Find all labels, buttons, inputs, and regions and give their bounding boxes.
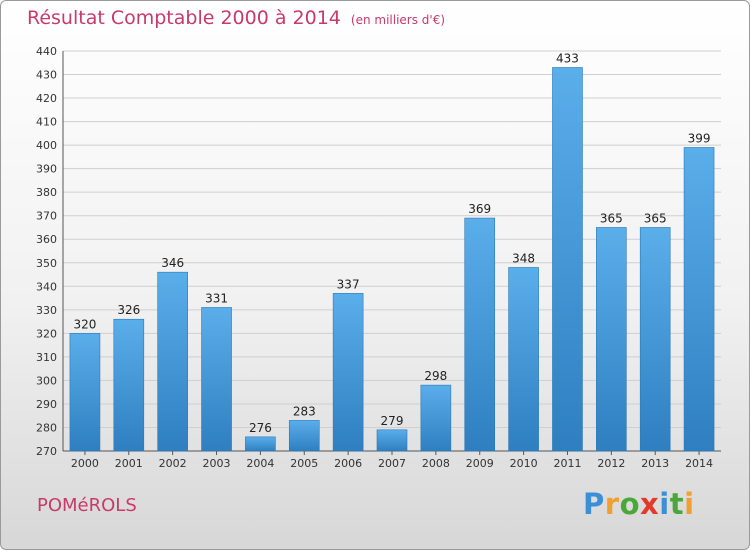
x-tick-label: 2007 [378, 457, 406, 470]
logo-letter: i [684, 487, 695, 521]
data-label: 276 [249, 421, 272, 435]
bar [201, 307, 232, 452]
logo-letter: x [640, 487, 660, 521]
bar [464, 217, 496, 452]
y-tick-label: 300 [36, 374, 57, 387]
title-text: Résultat Comptable 2000 à 2014 [27, 7, 341, 29]
y-tick-label: 410 [36, 116, 57, 129]
y-tick-label: 270 [36, 445, 57, 458]
x-tick-label: 2012 [597, 457, 625, 470]
bar [113, 318, 145, 452]
y-tick-label: 430 [36, 69, 57, 82]
x-tick-label: 2004 [246, 457, 274, 470]
y-tick-label: 350 [36, 257, 57, 270]
logo-letter: r [604, 487, 620, 521]
data-label: 348 [512, 251, 535, 265]
bar [639, 227, 671, 452]
x-tick-label: 2013 [641, 457, 669, 470]
y-tick-label: 330 [36, 304, 57, 317]
y-tick-label: 400 [36, 139, 57, 152]
y-tick-label: 280 [36, 421, 57, 434]
logo-letter: i [659, 487, 670, 521]
proxiti-logo: Proxiti [583, 487, 695, 521]
y-tick-label: 390 [36, 163, 57, 176]
x-tick-label: 2002 [159, 457, 187, 470]
data-label: 283 [293, 404, 316, 418]
y-tick-label: 440 [36, 45, 57, 58]
x-tick-label: 2006 [334, 457, 362, 470]
data-label: 279 [381, 414, 404, 428]
bar [552, 67, 583, 452]
x-tick-label: 2000 [71, 457, 99, 470]
data-label: 365 [600, 211, 623, 225]
bar [683, 147, 715, 452]
x-tick-label: 2008 [422, 457, 450, 470]
y-tick-label: 370 [36, 210, 57, 223]
x-tick-label: 2009 [466, 457, 494, 470]
data-label: 331 [205, 291, 228, 305]
x-tick-label: 2001 [115, 457, 143, 470]
data-label: 298 [424, 369, 447, 383]
bar [596, 227, 627, 452]
y-tick-label: 290 [36, 398, 57, 411]
x-tick-label: 2014 [685, 457, 713, 470]
y-tick-label: 320 [36, 327, 57, 340]
data-label: 433 [556, 51, 579, 65]
y-tick-label: 340 [36, 280, 57, 293]
chart-subtitle: (en milliers d'€) [350, 13, 446, 27]
logo-letter: o [619, 487, 641, 521]
data-label: 369 [468, 202, 491, 216]
bar [332, 293, 364, 452]
chart-title: Résultat Comptable 2000 à 2014 (en millie… [27, 7, 445, 29]
bar [157, 271, 188, 452]
data-label: 399 [688, 131, 711, 145]
bar [376, 429, 408, 452]
labels: 320 2000 326 2001 346 2002 331 2003 276 2004 283 20… [71, 51, 713, 470]
x-tick-label: 2003 [203, 457, 231, 470]
y-tick-label: 380 [36, 186, 57, 199]
axes: 270 280 290 300 310 320 330 340 350 360 370 380 390 4… [36, 45, 721, 458]
y-tick-label: 420 [36, 92, 57, 105]
x-tick-label: 2010 [510, 457, 538, 470]
bar [288, 420, 320, 452]
logo-letter: P [583, 487, 605, 521]
data-label: 365 [644, 211, 667, 225]
x-tick-label: 2005 [290, 457, 318, 470]
bars [69, 67, 715, 452]
logo-letter: t [669, 487, 685, 521]
bar [508, 267, 539, 452]
data-label: 320 [73, 317, 96, 331]
data-label: 337 [337, 277, 360, 291]
data-label: 346 [161, 256, 184, 270]
y-tick-label: 310 [36, 351, 57, 364]
data-label: 326 [117, 303, 140, 317]
bar [69, 333, 101, 452]
bar [420, 384, 452, 452]
y-tick-label: 360 [36, 233, 57, 246]
bar [245, 436, 276, 452]
x-tick-label: 2011 [553, 457, 581, 470]
commune-name: POMéROLS [37, 495, 137, 516]
